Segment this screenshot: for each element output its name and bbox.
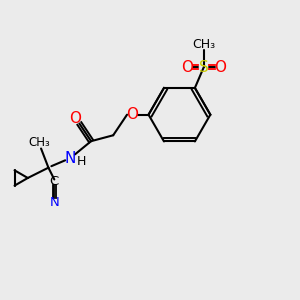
- Text: CH₃: CH₃: [192, 38, 215, 51]
- Text: O: O: [182, 60, 194, 75]
- Text: O: O: [126, 107, 138, 122]
- Text: O: O: [214, 60, 226, 75]
- Text: CH₃: CH₃: [29, 136, 50, 148]
- Text: S: S: [199, 60, 208, 75]
- Text: H: H: [77, 155, 86, 168]
- Text: C: C: [50, 175, 59, 188]
- Text: N: N: [50, 196, 59, 209]
- Text: N: N: [65, 151, 76, 166]
- Text: O: O: [69, 111, 81, 126]
